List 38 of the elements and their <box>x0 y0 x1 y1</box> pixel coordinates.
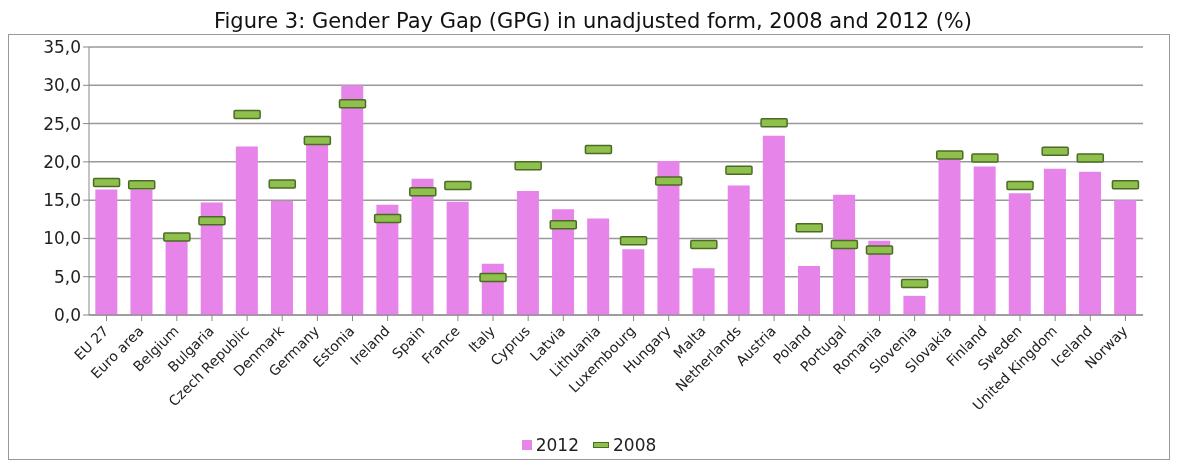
bar <box>200 202 223 315</box>
bar <box>903 295 926 315</box>
chart-title: Figure 3: Gender Pay Gap (GPG) in unadjusted form, 2008 and 2012 (%) <box>213 8 973 34</box>
y-tick-label: 25,0 <box>43 113 81 134</box>
bar <box>1008 193 1031 315</box>
bar <box>270 200 293 315</box>
bar <box>762 135 785 315</box>
bar <box>973 166 996 315</box>
bar <box>833 194 856 315</box>
y-tick-label: 30,0 <box>43 75 81 96</box>
bar <box>376 204 399 315</box>
bar <box>552 209 575 315</box>
bar <box>938 158 961 315</box>
y-tick-label: 0,0 <box>53 305 81 326</box>
bar <box>587 218 610 315</box>
legend-label: 2012 <box>534 435 579 455</box>
bar <box>622 249 645 315</box>
bar <box>1079 171 1102 315</box>
y-tick-label: 5,0 <box>53 266 81 287</box>
bar <box>1114 200 1137 315</box>
legend-label: 2008 <box>612 435 657 455</box>
y-tick-label: 35,0 <box>43 37 81 58</box>
bar <box>446 201 469 315</box>
bar <box>516 190 539 315</box>
bar <box>1043 168 1066 315</box>
y-tick-label: 10,0 <box>43 228 81 249</box>
bar <box>235 146 258 315</box>
bar <box>411 178 434 315</box>
bar <box>727 185 750 315</box>
bar <box>341 85 364 315</box>
bar <box>657 161 680 315</box>
bar <box>95 189 118 315</box>
y-tick-label: 15,0 <box>43 190 81 211</box>
y-tick-label: 20,0 <box>43 151 81 172</box>
bar <box>130 189 153 315</box>
bar <box>797 265 820 315</box>
bar <box>306 143 329 315</box>
bar <box>692 268 715 315</box>
